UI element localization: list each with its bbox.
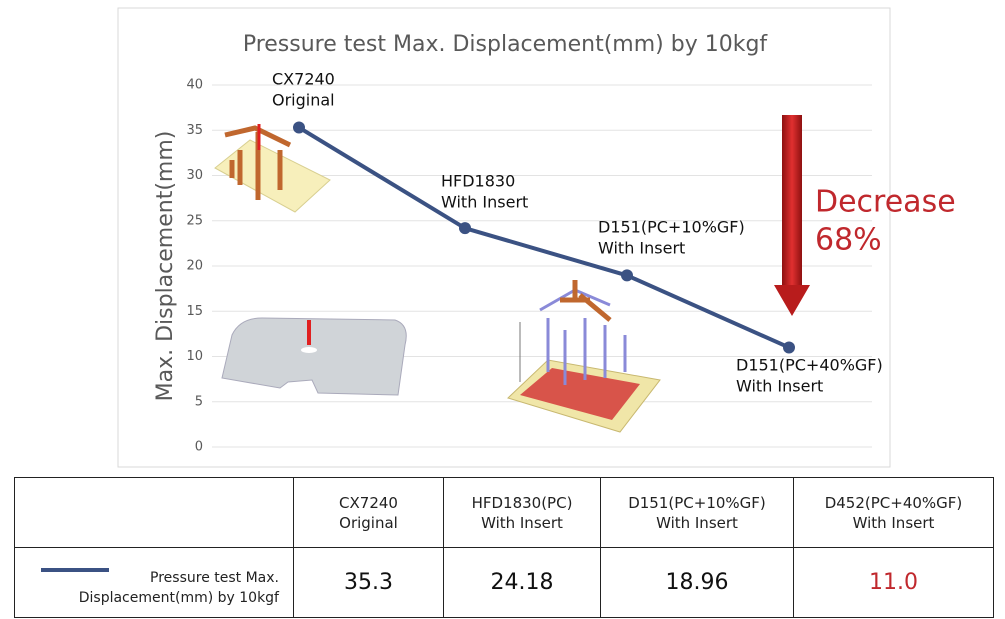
legend-cell: Pressure test Max. Displacement(mm) by 1… <box>14 547 294 618</box>
chart-title: Pressure test Max. Displacement(mm) by 1… <box>243 32 769 57</box>
table-header-cell: D452(PC+40%GF) With Insert <box>793 477 994 548</box>
y-tick-label: 20 <box>186 259 203 274</box>
callout-text: 68% <box>815 223 882 258</box>
table-value-cell: 18.96 <box>600 547 794 618</box>
point-annotation: HFD1830 <box>441 172 515 191</box>
data-point <box>459 222 471 235</box>
y-tick-label: 10 <box>186 349 203 364</box>
series-line <box>297 125 790 350</box>
legend-label: Pressure test Max. Displacement(mm) by 1… <box>78 569 279 606</box>
table-corner <box>14 477 294 548</box>
data-point <box>293 121 305 134</box>
illustration-top-left <box>214 124 331 213</box>
data-point <box>783 341 795 354</box>
y-tick-label: 0 <box>195 440 203 455</box>
table-value-cell: 24.18 <box>443 547 601 618</box>
y-tick-label: 25 <box>186 213 203 228</box>
data-point <box>621 269 633 282</box>
table-value-cell: 35.3 <box>293 547 444 618</box>
table-value-cell: 11.0 <box>793 547 994 618</box>
table-header-cell: D151(PC+10%GF) With Insert <box>600 477 794 548</box>
illustration-plate <box>221 317 407 396</box>
data-table: CX7240 Original HFD1830(PC) With Insert D1… <box>14 477 994 618</box>
table-value-row: Pressure test Max. Displacement(mm) by 1… <box>14 547 994 618</box>
legend-swatch <box>41 568 109 572</box>
y-axis-label: Max. Displacement(mm) <box>153 131 178 402</box>
decrease-arrow <box>774 115 810 316</box>
callout-text: Decrease <box>815 185 956 220</box>
point-annotation: D151(PC+10%GF) <box>598 218 745 237</box>
point-annotation: Original <box>272 91 335 110</box>
y-tick-label: 5 <box>195 394 203 409</box>
table-header-cell: HFD1830(PC) With Insert <box>443 477 601 548</box>
point-annotation: With Insert <box>736 377 823 396</box>
point-annotation: With Insert <box>441 193 528 212</box>
point-annotation: With Insert <box>598 239 685 258</box>
point-annotation: CX7240 <box>272 70 335 89</box>
y-tick-label: 30 <box>186 168 203 183</box>
y-tick-label: 40 <box>186 78 203 93</box>
y-tick-label: 15 <box>186 304 203 319</box>
table-header-row: CX7240 Original HFD1830(PC) With Insert D1… <box>14 477 994 548</box>
table-header-cell: CX7240 Original <box>293 477 444 548</box>
y-tick-label: 35 <box>186 123 203 138</box>
illustration-bottom-center <box>507 280 661 433</box>
point-annotation: D151(PC+40%GF) <box>736 356 883 375</box>
